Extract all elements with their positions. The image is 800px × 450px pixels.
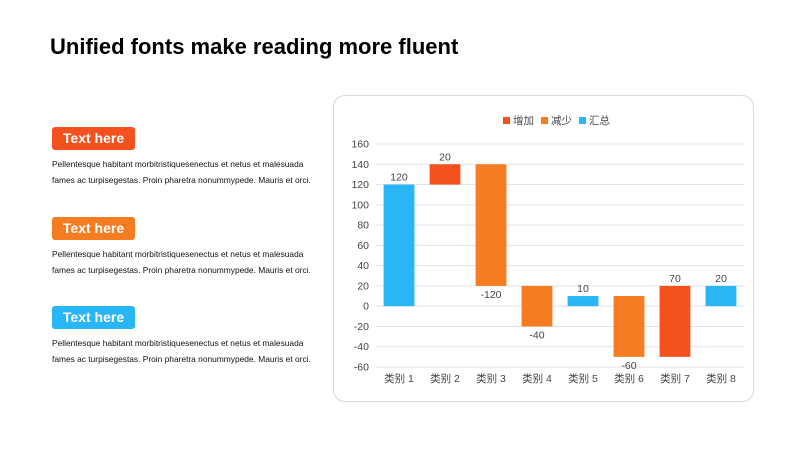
x-tick-label: 类别 8 bbox=[706, 372, 736, 385]
section-description: Pellentesque habitant morbitristiquesene… bbox=[52, 159, 311, 185]
section-description: Pellentesque habitant morbitristiquesene… bbox=[52, 249, 311, 275]
y-tick-label: 100 bbox=[351, 199, 369, 211]
legend-swatch bbox=[503, 117, 510, 124]
section-tag: Text here bbox=[52, 217, 135, 240]
x-tick-label: 类别 4 bbox=[522, 372, 552, 385]
slide-title: Unified fonts make reading more fluent bbox=[50, 34, 459, 59]
data-label: 20 bbox=[715, 273, 727, 285]
legend-label: 增加 bbox=[513, 114, 534, 127]
section-tag: Text here bbox=[52, 306, 135, 329]
section-description: Pellentesque habitant morbitristiquesene… bbox=[52, 338, 311, 364]
y-tick-label: 160 bbox=[351, 139, 369, 151]
data-label: 70 bbox=[669, 273, 681, 285]
x-tick-label: 类别 6 bbox=[614, 372, 644, 385]
y-tick-label: 140 bbox=[351, 159, 369, 171]
text-section-1: Text here Pellentesque habitant morbitri… bbox=[52, 127, 322, 188]
y-tick-label: 20 bbox=[357, 280, 369, 292]
bar bbox=[659, 285, 691, 357]
bar bbox=[613, 296, 645, 357]
y-tick-label: -60 bbox=[354, 362, 369, 374]
y-tick-label: 40 bbox=[357, 260, 369, 272]
y-tick-label: -40 bbox=[354, 341, 369, 353]
text-section-3: Text here Pellentesque habitant morbitri… bbox=[52, 306, 322, 367]
legend-swatch bbox=[579, 117, 586, 124]
x-tick-label: 类别 7 bbox=[660, 372, 690, 385]
x-tick-label: 类别 5 bbox=[568, 372, 598, 385]
text-section-2: Text here Pellentesque habitant morbitri… bbox=[52, 217, 322, 278]
section-tag: Text here bbox=[52, 127, 135, 150]
x-tick-label: 类别 3 bbox=[476, 372, 506, 385]
bar bbox=[705, 285, 737, 307]
legend-label: 汇总 bbox=[589, 114, 610, 127]
data-label: -120 bbox=[480, 289, 501, 301]
data-label: 120 bbox=[390, 172, 408, 184]
y-tick-label: 80 bbox=[357, 220, 369, 232]
data-label: 20 bbox=[439, 151, 451, 163]
x-tick-label: 类别 1 bbox=[384, 372, 414, 385]
y-tick-label: -20 bbox=[354, 321, 369, 333]
legend-label: 减少 bbox=[551, 115, 572, 127]
data-label: -60 bbox=[621, 360, 636, 372]
data-label: 10 bbox=[577, 283, 589, 295]
bar bbox=[383, 184, 415, 307]
bar bbox=[567, 296, 599, 307]
y-tick-label: 120 bbox=[351, 179, 369, 191]
bar bbox=[429, 164, 461, 185]
y-tick-label: 0 bbox=[363, 301, 369, 313]
y-tick-label: 60 bbox=[357, 240, 369, 252]
legend-swatch bbox=[541, 117, 548, 124]
bar bbox=[521, 285, 553, 327]
chart-card: 160 140 120 100 80 60 40 20 0 -20 -40 -60 120 类别 1 20 类… bbox=[333, 95, 754, 402]
waterfall-chart: 160 140 120 100 80 60 40 20 0 -20 -40 -60 120 类别 1 20 类… bbox=[351, 114, 744, 385]
data-label: -40 bbox=[529, 329, 544, 341]
bar bbox=[475, 164, 507, 286]
x-tick-label: 类别 2 bbox=[430, 372, 460, 385]
